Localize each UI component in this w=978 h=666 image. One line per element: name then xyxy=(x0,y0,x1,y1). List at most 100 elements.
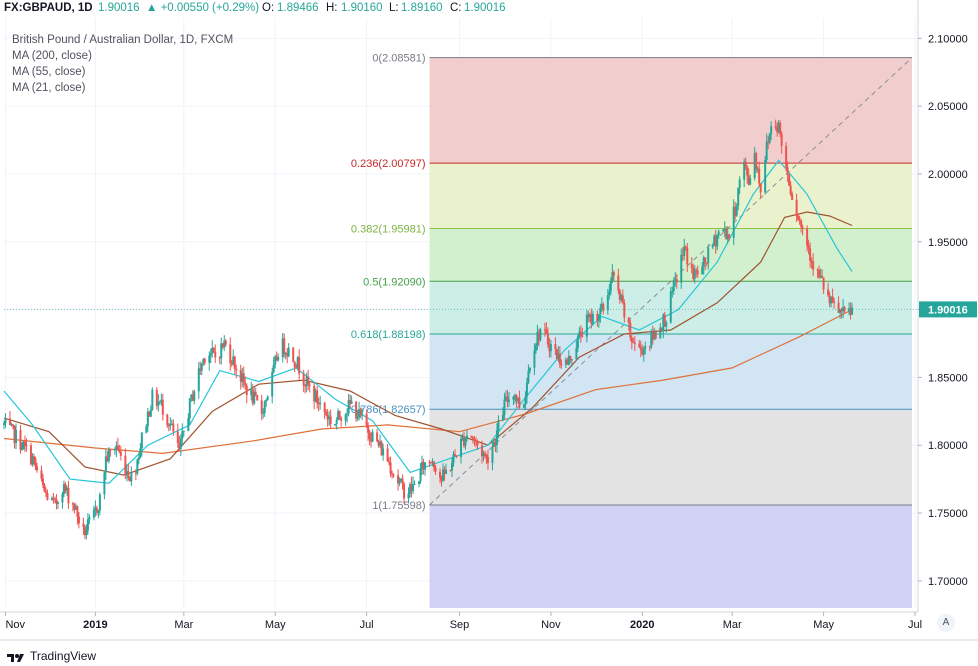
candle-down xyxy=(134,472,137,474)
close-value: 1.90016 xyxy=(464,2,506,14)
moving-averages xyxy=(3,159,853,484)
candle-down xyxy=(560,364,563,366)
candle-down xyxy=(758,168,761,184)
candle-down xyxy=(494,442,497,446)
candle-up xyxy=(211,347,214,354)
candle-up xyxy=(157,402,160,406)
candle-down xyxy=(370,439,373,442)
candle-up xyxy=(669,291,672,323)
candle-down xyxy=(602,304,605,311)
candle-up xyxy=(94,507,97,510)
candle-up xyxy=(20,449,23,451)
candle-up xyxy=(412,484,415,491)
candle-down xyxy=(470,435,473,438)
candle-up xyxy=(182,430,185,432)
legend-ma21[interactable]: MA (21, close) xyxy=(12,82,86,94)
candle-down xyxy=(462,437,465,446)
candle-down xyxy=(109,449,112,451)
candle-down xyxy=(779,122,782,134)
candle-down xyxy=(809,248,812,261)
candle-up xyxy=(743,161,746,180)
low-label: L: xyxy=(389,2,399,14)
candle-down xyxy=(292,347,295,362)
candle-down xyxy=(695,269,698,271)
candle-up xyxy=(507,399,510,402)
candle-down xyxy=(569,355,572,361)
candle-down xyxy=(714,235,717,247)
candle-down xyxy=(256,394,259,401)
candle-down xyxy=(35,466,38,471)
candle-up xyxy=(737,187,740,206)
candle-up xyxy=(344,414,347,421)
candle-down xyxy=(55,499,58,504)
candle-up xyxy=(190,394,193,399)
candle-up xyxy=(570,359,573,361)
candle-up xyxy=(839,309,842,313)
candle-up xyxy=(187,418,190,431)
auto-scale-button[interactable]: A xyxy=(937,614,955,632)
candle-down xyxy=(806,228,809,246)
candle-down xyxy=(422,462,425,470)
tradingview-brand[interactable]: TradingView xyxy=(30,649,97,663)
candle-down xyxy=(455,455,458,457)
candle-up xyxy=(693,269,696,279)
candle-down xyxy=(632,342,635,344)
candle-down xyxy=(329,416,332,425)
candle-down xyxy=(386,448,389,462)
candle-up xyxy=(202,358,205,364)
candle-up xyxy=(461,437,464,439)
candle-down xyxy=(566,359,569,365)
candle-up xyxy=(671,291,674,293)
candle-up xyxy=(770,126,773,134)
candle-down xyxy=(166,414,169,426)
candle-down xyxy=(473,439,476,441)
candle-down xyxy=(612,272,615,276)
x-tick-label: Jul xyxy=(360,619,374,631)
candle-up xyxy=(232,356,235,365)
candle-up xyxy=(3,423,5,425)
candle-up xyxy=(735,205,738,216)
legend-ma200[interactable]: MA (200, close) xyxy=(12,50,92,62)
candle-down xyxy=(34,458,37,467)
candle-down xyxy=(434,467,437,472)
low-value: 1.89160 xyxy=(401,2,443,14)
candle-down xyxy=(293,361,296,368)
candle-down xyxy=(840,309,843,312)
candle-up xyxy=(262,412,265,414)
candle-up xyxy=(591,313,594,324)
candle-up xyxy=(539,329,542,341)
candle-up xyxy=(680,254,683,283)
candle-down xyxy=(82,523,85,527)
x-tick-label: 2020 xyxy=(630,619,654,631)
candle-up xyxy=(672,280,675,292)
x-tick-label: Mar xyxy=(723,619,742,631)
candle-down xyxy=(623,302,626,318)
candle-up xyxy=(503,399,506,415)
candle-down xyxy=(827,289,830,296)
fib-level-label: 0(2.08581) xyxy=(372,53,425,65)
legend-title[interactable]: British Pound / Australian Dollar, 1D, F… xyxy=(12,34,234,46)
candle-up xyxy=(98,494,101,511)
candle-down xyxy=(704,257,707,263)
fibonacci-retracement[interactable]: 0(2.08581) 0.236(2.00797) 0.382(1.95981) 0.… xyxy=(351,53,913,608)
tradingview-logo-icon xyxy=(7,654,24,662)
candle-down xyxy=(340,417,343,421)
candle-down xyxy=(651,331,654,340)
candle-down xyxy=(43,484,46,492)
candle-up xyxy=(209,353,212,356)
candle-down xyxy=(590,314,593,324)
candle-up xyxy=(347,400,350,414)
candle-down xyxy=(67,487,70,504)
symbol-label[interactable]: FX:GBPAUD, 1D xyxy=(4,2,93,14)
fib-level-label: 0.5(1.92090) xyxy=(363,276,425,288)
candle-down xyxy=(221,343,224,348)
y-tick-label: 2.10000 xyxy=(928,33,968,45)
candle-down xyxy=(800,220,803,227)
candle-up xyxy=(465,435,468,439)
candle-down xyxy=(686,247,689,265)
legend-ma55[interactable]: MA (55, close) xyxy=(12,66,86,78)
candle-down xyxy=(474,440,477,442)
candle-down xyxy=(471,437,474,440)
candle-down xyxy=(546,333,549,345)
